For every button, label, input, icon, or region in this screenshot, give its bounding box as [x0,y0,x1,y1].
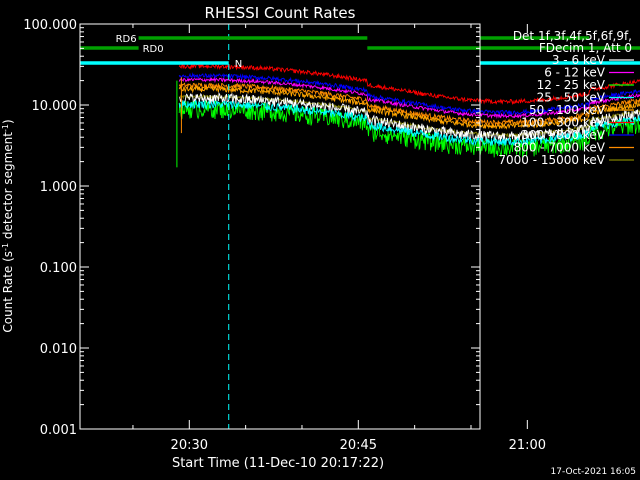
y-axis-label-part: ) [1,119,15,124]
y-axis-label-sup: -1 [1,243,10,251]
legend: Det 1f,3f,4f,5f,6f,9f, FDecim 1, Att 0 3… [498,29,634,167]
legend-entry-label: 6 - 12 keV [544,66,606,80]
y-tick-label: 0.010 [40,342,77,357]
legend-entry-label: 50 - 100 keV [529,103,606,117]
series-line-5 [178,85,640,130]
x-tick-label: 20:30 [171,438,208,453]
y-tick-label: 10.000 [32,99,78,114]
chart-title: RHESSI Count Rates [205,4,356,22]
legend-entry-label: 800 - 7000 keV [514,141,606,155]
y-axis-label: Count Rate (s-1 detector segment-1) [1,119,16,332]
y-axis-label-part: Count Rate (s [1,251,15,333]
y-tick-label: 1.000 [40,180,77,195]
series-layer [176,62,640,168]
observation-bars: N RD0 RD6 [80,34,640,70]
legend-entry-label: 25 - 50 keV [537,91,606,105]
legend-entry-label: 3 - 6 keV [552,53,606,67]
series-line-7 [178,72,640,116]
y-tick-label: 100.000 [23,18,77,33]
y-axis: 100.000 10.000 1.000 0.100 0.010 0.001 [23,18,480,438]
x-axis-label: Start Time (11-Dec-10 20:17:22) [172,456,384,471]
legend-entry-label: 12 - 25 keV [537,78,606,92]
legend-entry-label: 100 - 300 keV [521,116,605,130]
y-axis-label-sup: -1 [1,124,10,132]
x-tick-label: 20:45 [340,438,377,453]
y-tick-label: 0.100 [40,261,77,276]
observation-bar-label: N [235,59,242,70]
series-line-4 [178,99,640,147]
y-tick-label: 0.001 [40,423,77,438]
observation-bar-label: RD0 [143,44,164,55]
series-line-2 [178,76,640,120]
legend-entry-label: 7000 - 15000 keV [498,153,605,167]
series-line-8 [178,82,640,127]
legend-entry-label: 300 - 800 keV [521,128,605,142]
legend-header-line: Det 1f,3f,4f,5f,6f,9f, [513,29,632,43]
x-tick-label: 21:00 [509,438,546,453]
y-axis-label-part: detector segment [1,132,15,243]
legend-header-line: FDecim 1, Att 0 [539,41,632,55]
plot-frame [79,23,481,430]
series-line-6 [178,62,640,106]
footer-timestamp: 17-Oct-2021 16:05 [551,467,636,477]
observation-bar-label: RD6 [116,34,137,45]
series-line-3 [178,100,640,158]
